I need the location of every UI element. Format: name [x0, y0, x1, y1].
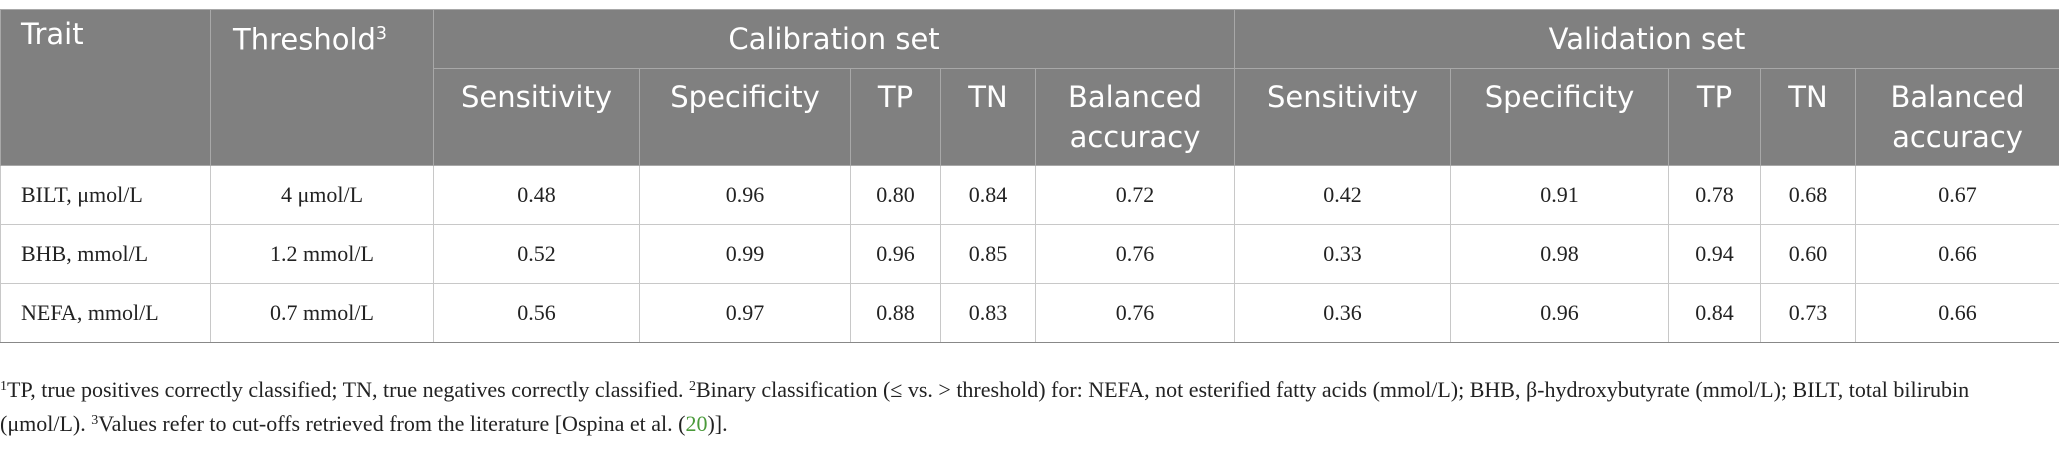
cell: 0.96 — [639, 165, 851, 225]
column-header: Specificity — [1450, 68, 1669, 166]
cell: 0.94 — [1668, 224, 1761, 284]
footnote-mark: 1 — [0, 379, 7, 394]
footnote-mark: 3 — [375, 24, 387, 44]
row-label: BILT, μmol/L — [0, 165, 211, 225]
footnote-text: )]. — [707, 411, 728, 436]
cell: 0.67 — [1854, 165, 2059, 225]
group-header: Validation set — [1233, 9, 2059, 69]
column-header: Balanced accuracy — [1035, 68, 1235, 166]
column-header: TP — [1668, 68, 1761, 166]
cell: 0.73 — [1760, 283, 1856, 343]
cell: 0.66 — [1854, 283, 2059, 343]
footnote-mark: 3 — [91, 413, 99, 428]
cell: 0.78 — [1668, 165, 1761, 225]
header-row: Sensitivity Specificity TP TN Balanced accur… — [1, 68, 2059, 166]
column-header: TN — [1760, 68, 1856, 166]
table-body: BILT, μmol/L 4 μmol/L 0.48 0.96 0.80 0.84 0.72… — [0, 165, 2059, 343]
header-cell: Threshold3 — [210, 9, 434, 166]
cell: 0.52 — [433, 224, 640, 284]
cell: 0.99 — [639, 224, 851, 284]
column-header: Sensitivity — [433, 68, 640, 166]
cell: 0.42 — [1234, 165, 1451, 225]
cell: 0.98 — [1450, 224, 1669, 284]
footnote-text: TP, true positives correctly classified;… — [7, 377, 689, 402]
table-header: Trait Threshold3 Calibration set Validati… — [0, 9, 2059, 166]
cell: 1.2 mmol/L — [210, 224, 434, 284]
cell: 0.76 — [1035, 283, 1235, 343]
cell: 0.72 — [1035, 165, 1235, 225]
group-header: Calibration set — [433, 9, 1235, 69]
cell: 0.36 — [1234, 283, 1451, 343]
header-text: Threshold — [233, 22, 376, 57]
column-header: TP — [850, 68, 941, 166]
cell: 0.96 — [1450, 283, 1669, 343]
cell: 0.97 — [639, 283, 851, 343]
cell: 0.80 — [850, 165, 941, 225]
cell: 0.60 — [1760, 224, 1856, 284]
cell: 0.76 — [1035, 224, 1235, 284]
column-header: Specificity — [639, 68, 851, 166]
cell: 0.33 — [1234, 224, 1451, 284]
cell: 4 μmol/L — [210, 165, 434, 225]
cell: 0.7 mmol/L — [210, 283, 434, 343]
header-cell: Trait — [0, 9, 211, 166]
cell: 0.83 — [940, 283, 1036, 343]
footnote: 1TP, true positives correctly classified… — [0, 373, 2050, 441]
cell: 0.91 — [1450, 165, 1669, 225]
cell: 0.96 — [850, 224, 941, 284]
table-row: BHB, mmol/L 1.2 mmol/L 0.52 0.99 0.96 0.85 0.7… — [0, 224, 2059, 284]
cell: 0.84 — [940, 165, 1036, 225]
footnote-text: Values refer to cut-offs retrieved from … — [98, 411, 686, 436]
table-row: NEFA, mmol/L 0.7 mmol/L 0.56 0.97 0.88 0.83 0.… — [0, 283, 2059, 343]
cell: 0.88 — [850, 283, 941, 343]
header-row: Trait Threshold3 Calibration set Validati… — [0, 9, 2059, 166]
cell: 0.48 — [433, 165, 640, 225]
cell: 0.66 — [1854, 224, 2059, 284]
column-header: Sensitivity — [1234, 68, 1451, 166]
column-header: Balanced accuracy — [1854, 68, 2059, 166]
column-header: TN — [940, 68, 1036, 166]
cell: 0.56 — [433, 283, 640, 343]
cell: 0.68 — [1760, 165, 1856, 225]
cell: 0.85 — [940, 224, 1036, 284]
reference-link[interactable]: 20 — [685, 411, 708, 436]
table-row: BILT, μmol/L 4 μmol/L 0.48 0.96 0.80 0.84 0.72… — [0, 165, 2059, 225]
footnote-text: Binary classification (≤ vs. > threshold… — [0, 377, 1970, 436]
footnote-mark: 2 — [689, 379, 696, 394]
row-label: BHB, mmol/L — [0, 224, 211, 284]
results-table: Trait Threshold3 Calibration set Validati… — [0, 9, 2059, 343]
cell: 0.84 — [1668, 283, 1761, 343]
row-label: NEFA, mmol/L — [0, 283, 211, 343]
